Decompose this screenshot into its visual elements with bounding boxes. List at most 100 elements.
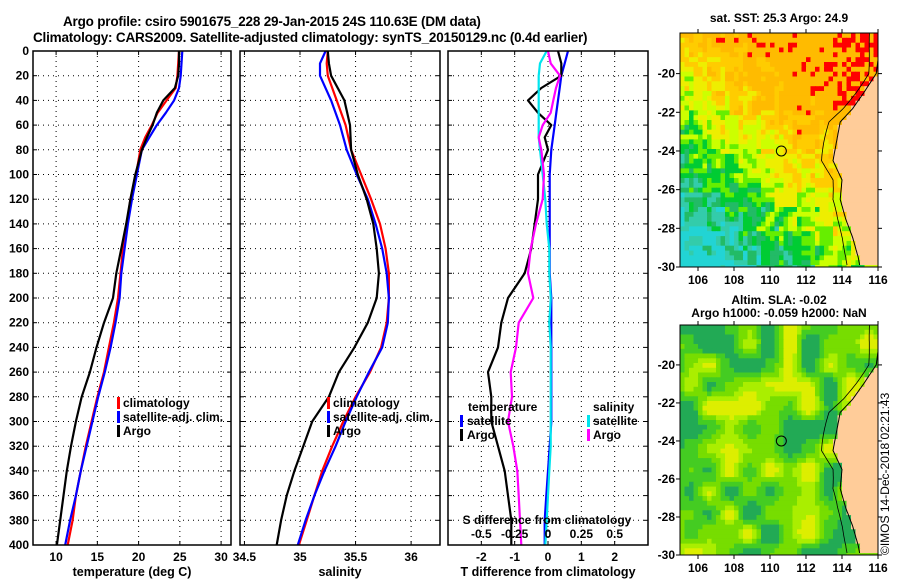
data-cell — [774, 410, 780, 416]
data-cell — [815, 211, 821, 218]
data-cell — [756, 429, 762, 435]
land-cell — [869, 91, 875, 97]
data-cell — [720, 158, 726, 165]
data-cell — [765, 334, 771, 340]
data-cell — [851, 240, 857, 247]
data-cell — [707, 52, 713, 58]
data-cell — [765, 439, 771, 445]
data-cell — [680, 221, 686, 227]
data-cell — [698, 115, 704, 121]
data-cell — [864, 334, 870, 340]
data-cell — [725, 344, 731, 350]
data-cell — [860, 329, 866, 336]
data-cell — [747, 534, 753, 540]
data-cell — [707, 62, 713, 68]
data-cell — [734, 134, 740, 140]
data-cell — [801, 62, 807, 68]
data-cell — [779, 325, 785, 331]
data-cell — [693, 420, 699, 426]
data-cell — [729, 377, 735, 383]
data-cell — [797, 245, 803, 252]
data-cell — [828, 543, 834, 549]
data-cell — [729, 187, 735, 194]
data-cell — [860, 558, 865, 563]
land-cell — [860, 124, 866, 131]
data-cell — [828, 481, 834, 488]
data-cell — [788, 434, 794, 440]
data-cell — [720, 386, 726, 393]
data-cell — [806, 472, 812, 478]
data-cell — [752, 178, 758, 184]
data-cell — [725, 81, 731, 87]
data-cell — [756, 344, 762, 350]
land-cell — [860, 391, 866, 397]
data-cell — [810, 42, 816, 49]
data-cell — [833, 211, 839, 218]
difference-x2-axis-label: S difference from climatology — [463, 513, 632, 527]
data-cell — [684, 429, 690, 435]
data-cell — [779, 458, 785, 464]
data-cell — [860, 37, 866, 44]
data-cell — [743, 334, 749, 340]
data-cell — [756, 255, 762, 261]
data-cell — [693, 115, 699, 121]
data-cell — [779, 255, 785, 261]
data-cell — [738, 344, 744, 350]
data-cell — [752, 105, 758, 111]
data-cell — [770, 134, 776, 140]
data-cell — [725, 500, 731, 507]
data-cell — [824, 134, 830, 140]
data-cell — [720, 543, 726, 549]
x-tick-label: 20 — [132, 550, 146, 564]
data-cell — [801, 76, 807, 82]
lon-tick-label: 110 — [760, 561, 780, 575]
data-cell — [743, 105, 749, 111]
data-cell — [698, 386, 704, 393]
data-cell — [779, 519, 785, 526]
data-cell — [702, 95, 708, 102]
data-cell — [770, 216, 776, 223]
data-cell — [734, 42, 740, 49]
data-cell — [756, 182, 762, 189]
land-cell — [855, 481, 861, 488]
data-cell — [707, 105, 713, 111]
data-cell — [752, 158, 758, 165]
data-cell — [824, 329, 830, 336]
data-cell — [815, 144, 821, 150]
data-cell — [680, 386, 686, 393]
data-cell — [806, 429, 812, 435]
data-cell — [729, 33, 735, 39]
data-cell — [761, 396, 767, 402]
data-cell — [779, 353, 785, 359]
data-cell — [788, 52, 794, 58]
data-cell — [711, 245, 717, 252]
data-cell — [801, 42, 807, 49]
land-cell — [873, 178, 878, 184]
data-cell — [752, 458, 758, 464]
land-cell — [873, 391, 878, 397]
data-cell — [792, 57, 798, 63]
data-cell — [743, 178, 749, 184]
data-cell — [752, 358, 758, 364]
data-cell — [761, 178, 767, 184]
data-cell — [738, 153, 744, 160]
data-cell — [770, 372, 776, 378]
data-cell — [716, 434, 722, 440]
data-cell — [770, 548, 776, 554]
data-cell — [819, 216, 825, 223]
land-cell — [855, 443, 861, 450]
data-cell — [824, 207, 830, 213]
data-cell — [743, 240, 749, 247]
data-cell — [851, 329, 857, 336]
data-cell — [855, 76, 861, 82]
data-cell — [693, 182, 699, 189]
data-cell — [851, 391, 857, 397]
data-cell — [783, 453, 789, 459]
data-cell — [783, 245, 789, 252]
data-cell — [783, 429, 789, 435]
data-cell — [842, 386, 848, 393]
land-cell — [860, 226, 866, 232]
data-cell — [738, 187, 744, 194]
land-cell — [864, 91, 870, 97]
data-cell — [711, 105, 717, 111]
